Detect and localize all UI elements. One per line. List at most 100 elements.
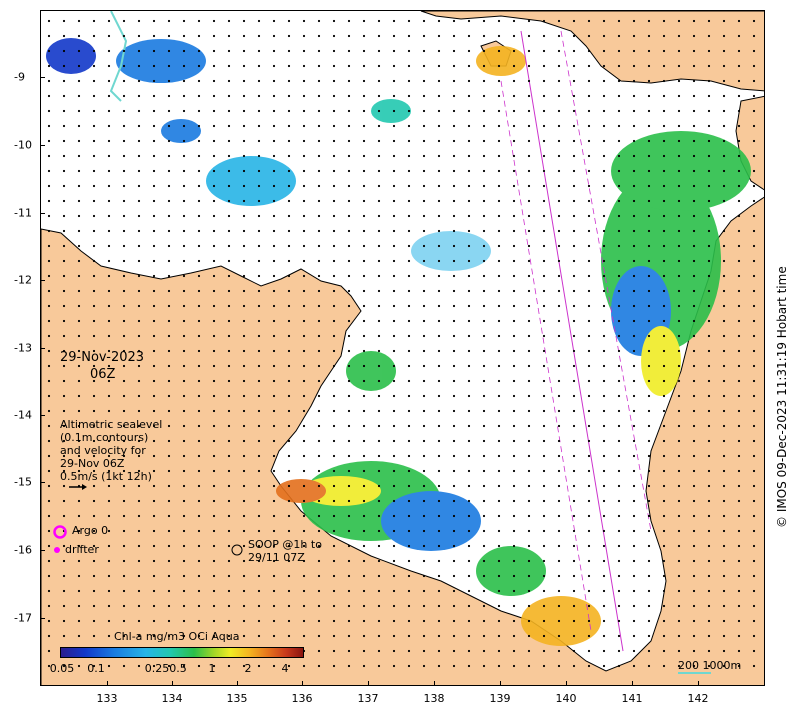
velocity-arrow	[227, 334, 231, 338]
velocity-arrow	[47, 379, 51, 383]
velocity-arrow	[467, 289, 471, 293]
velocity-arrow	[47, 199, 51, 203]
velocity-arrow	[422, 64, 426, 68]
velocity-arrow	[737, 19, 741, 23]
velocity-arrow	[482, 334, 486, 338]
velocity-arrow	[317, 94, 321, 98]
velocity-arrow	[242, 664, 246, 668]
velocity-arrow	[137, 259, 141, 263]
velocity-arrow	[92, 484, 96, 488]
velocity-arrow	[152, 514, 156, 518]
velocity-arrow	[497, 409, 501, 413]
velocity-arrow	[722, 664, 726, 668]
velocity-arrow	[392, 154, 396, 158]
velocity-arrow	[407, 64, 411, 68]
velocity-arrow	[422, 274, 426, 278]
velocity-arrow	[647, 544, 651, 548]
velocity-arrow	[257, 304, 261, 308]
velocity-arrow	[407, 154, 411, 158]
velocity-arrow	[467, 259, 471, 263]
x-tick-mark	[172, 681, 173, 686]
velocity-arrow	[257, 244, 261, 248]
velocity-arrow	[302, 169, 306, 173]
velocity-arrow	[47, 124, 51, 128]
velocity-arrow	[287, 559, 291, 563]
velocity-arrow	[347, 469, 351, 473]
velocity-arrow	[737, 214, 741, 218]
y-tick-mark	[40, 77, 45, 78]
velocity-arrow	[662, 244, 666, 248]
velocity-arrow	[302, 154, 306, 158]
velocity-arrow	[437, 334, 441, 338]
velocity-arrow	[287, 304, 291, 308]
velocity-arrow	[77, 304, 81, 308]
velocity-arrow	[497, 79, 501, 83]
velocity-arrow	[692, 64, 696, 68]
velocity-arrow	[197, 469, 201, 473]
velocity-arrow	[182, 244, 186, 248]
velocity-arrow	[737, 64, 741, 68]
velocity-arrow	[677, 19, 681, 23]
velocity-arrow	[182, 664, 186, 668]
velocity-arrow	[572, 424, 576, 428]
velocity-arrow	[527, 619, 531, 623]
velocity-arrow	[617, 604, 621, 608]
velocity-arrow	[647, 19, 651, 23]
velocity-arrow	[152, 259, 156, 263]
velocity-arrow	[587, 574, 591, 578]
velocity-arrow	[542, 499, 546, 503]
velocity-arrow	[407, 274, 411, 278]
velocity-arrow	[197, 424, 201, 428]
velocity-arrow	[227, 349, 231, 353]
velocity-arrow	[287, 634, 291, 638]
velocity-arrow	[707, 274, 711, 278]
velocity-arrow	[617, 214, 621, 218]
velocity-arrow	[617, 64, 621, 68]
velocity-arrow	[392, 214, 396, 218]
velocity-arrow	[737, 319, 741, 323]
velocity-arrow	[587, 514, 591, 518]
velocity-arrow	[587, 394, 591, 398]
velocity-arrow	[47, 364, 51, 368]
velocity-arrow	[527, 544, 531, 548]
velocity-arrow	[167, 154, 171, 158]
velocity-arrow	[62, 454, 66, 458]
velocity-arrow	[602, 604, 606, 608]
velocity-arrow	[257, 34, 261, 38]
velocity-arrow	[647, 49, 651, 53]
velocity-arrow	[527, 274, 531, 278]
velocity-arrow	[692, 274, 696, 278]
velocity-arrow	[257, 229, 261, 233]
velocity-arrow	[182, 289, 186, 293]
velocity-arrow	[47, 304, 51, 308]
velocity-arrow	[377, 514, 381, 518]
velocity-arrow	[437, 184, 441, 188]
velocity-arrow	[647, 154, 651, 158]
velocity-arrow	[377, 454, 381, 458]
velocity-arrow	[557, 394, 561, 398]
velocity-arrow	[542, 409, 546, 413]
velocity-arrow	[107, 409, 111, 413]
velocity-arrow	[152, 124, 156, 128]
velocity-arrow	[272, 409, 276, 413]
velocity-arrow	[512, 409, 516, 413]
velocity-arrow	[692, 454, 696, 458]
velocity-arrow	[677, 214, 681, 218]
velocity-arrow	[647, 79, 651, 83]
velocity-arrow	[272, 94, 276, 98]
velocity-arrow	[377, 364, 381, 368]
velocity-arrow	[632, 439, 636, 443]
y-tick-label: -14	[14, 408, 32, 422]
velocity-arrow	[737, 334, 741, 338]
velocity-arrow	[647, 274, 651, 278]
velocity-arrow	[707, 439, 711, 443]
velocity-arrow	[617, 619, 621, 623]
velocity-arrow	[257, 589, 261, 593]
velocity-arrow	[122, 454, 126, 458]
velocity-arrow	[737, 259, 741, 263]
velocity-arrow	[242, 454, 246, 458]
velocity-arrow	[587, 109, 591, 113]
velocity-arrow	[347, 199, 351, 203]
velocity-arrow	[362, 154, 366, 158]
velocity-arrow	[422, 109, 426, 113]
